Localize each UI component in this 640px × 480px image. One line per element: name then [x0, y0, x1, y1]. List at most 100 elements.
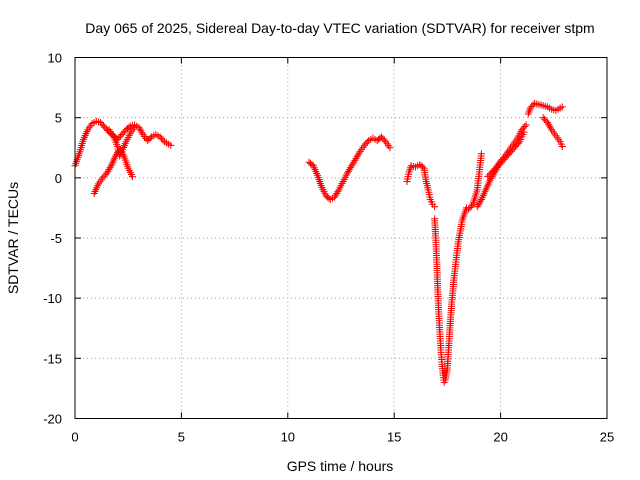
data-point — [98, 120, 106, 128]
data-point — [473, 203, 481, 211]
data-point — [466, 204, 474, 212]
data-point — [138, 129, 146, 137]
data-point — [380, 136, 388, 144]
data-point — [103, 169, 111, 177]
data-point — [352, 155, 360, 163]
data-point — [128, 173, 136, 181]
data-point — [558, 103, 566, 111]
x-tick-label: 10 — [281, 430, 295, 445]
data-point — [419, 163, 427, 171]
data-point — [333, 189, 341, 197]
data-point — [539, 114, 547, 122]
data-point — [486, 176, 494, 184]
data-point — [106, 164, 114, 172]
data-point — [146, 134, 154, 142]
data-point — [379, 135, 387, 143]
data-point — [99, 122, 107, 130]
data-point — [363, 138, 371, 146]
data-point — [544, 120, 552, 128]
data-point — [351, 156, 359, 164]
data-point — [350, 158, 358, 166]
data-point — [347, 164, 355, 172]
x-tick-label: 25 — [600, 430, 614, 445]
y-tick-label: -5 — [50, 231, 62, 246]
data-point — [541, 115, 549, 123]
data-point — [167, 141, 175, 149]
data-point — [331, 193, 339, 201]
data-point — [137, 127, 145, 135]
data-point — [362, 140, 370, 148]
chart-title: Day 065 of 2025, Sidereal Day-to-day VTE… — [85, 20, 594, 36]
data-point — [131, 123, 139, 131]
x-axis-label: GPS time / hours — [287, 458, 394, 474]
y-tick-label: -10 — [43, 291, 62, 306]
data-point — [105, 165, 113, 173]
data-point — [360, 141, 368, 149]
data-point — [353, 153, 361, 161]
data-point — [349, 160, 357, 168]
data-point — [119, 129, 127, 137]
data-point — [100, 172, 108, 180]
data-point — [386, 144, 394, 152]
data-point — [499, 154, 507, 162]
data-point — [355, 149, 363, 157]
data-point — [498, 155, 506, 163]
data-point — [488, 168, 496, 176]
data-points — [71, 99, 566, 386]
data-point — [558, 143, 566, 151]
data-point — [118, 131, 126, 139]
data-point — [158, 135, 166, 143]
data-point — [490, 166, 498, 174]
data-point — [377, 133, 385, 141]
data-point — [346, 165, 354, 173]
data-point — [485, 171, 493, 179]
y-tick-label: 10 — [48, 51, 62, 66]
y-axis-label: SDTVAR / TECUs — [5, 182, 21, 294]
data-point — [104, 167, 112, 175]
data-point — [546, 122, 554, 130]
data-point — [159, 136, 167, 144]
data-point — [497, 157, 505, 165]
data-point — [519, 124, 527, 132]
data-point — [487, 169, 495, 177]
data-point — [522, 121, 530, 129]
data-point — [468, 202, 476, 210]
y-tick-label: -15 — [43, 351, 62, 366]
x-tick-label: 15 — [387, 430, 401, 445]
data-point — [116, 132, 124, 140]
data-point — [528, 102, 536, 110]
data-point — [474, 201, 482, 209]
data-point — [136, 125, 144, 133]
data-point — [343, 169, 351, 177]
data-point — [99, 174, 107, 182]
x-tick-label: 20 — [493, 430, 507, 445]
axis-ticks: 0 5 10 15 20 25 -20 -15 -10 -5 0 5 10 — [43, 51, 614, 445]
data-point — [476, 197, 484, 205]
data-point — [431, 203, 439, 211]
data-point — [332, 191, 340, 199]
y-tick-label: -20 — [43, 412, 62, 427]
y-tick-label: 0 — [55, 171, 62, 186]
grid-lines — [75, 57, 607, 419]
data-point — [526, 104, 534, 112]
data-point — [475, 199, 483, 207]
data-point — [156, 133, 164, 141]
data-point — [348, 162, 356, 170]
data-point — [101, 123, 109, 131]
data-point — [477, 150, 485, 158]
data-point — [547, 124, 555, 132]
data-point — [543, 118, 551, 126]
data-point — [102, 125, 110, 133]
data-point — [344, 167, 352, 175]
data-point — [521, 122, 529, 130]
data-point — [354, 151, 362, 159]
data-point — [518, 126, 526, 134]
data-point — [484, 173, 492, 181]
data-point — [465, 205, 473, 213]
y-tick-label: 5 — [55, 111, 62, 126]
data-point — [334, 188, 342, 196]
x-tick-label: 5 — [178, 430, 185, 445]
data-point — [491, 165, 499, 173]
data-point — [97, 118, 105, 126]
